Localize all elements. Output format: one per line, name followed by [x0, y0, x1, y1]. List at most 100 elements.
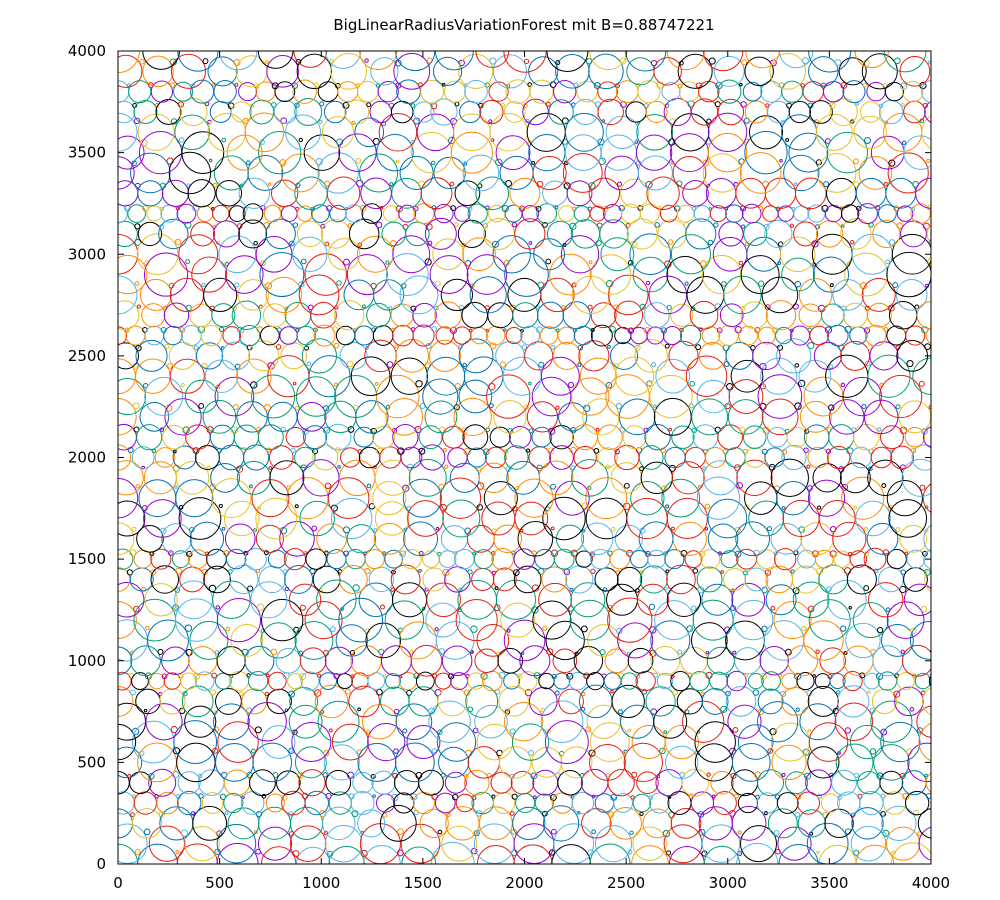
circle-marker [776, 338, 812, 374]
circle-marker [130, 689, 136, 696]
circle-marker [792, 581, 830, 619]
circle-marker [770, 522, 803, 555]
circle-marker [142, 205, 149, 212]
circle-marker [706, 772, 711, 777]
circle-marker [170, 53, 206, 89]
circle-marker [883, 327, 889, 332]
circle-marker [338, 133, 377, 172]
circle-marker [143, 708, 148, 713]
circle-marker [470, 326, 488, 345]
circle-marker [725, 447, 746, 468]
circle-marker [781, 444, 807, 471]
circle-marker [553, 823, 595, 864]
circle-marker [438, 746, 470, 778]
circle-marker [826, 131, 868, 174]
circle-marker [406, 725, 441, 760]
circle-marker [943, 306, 946, 309]
circle-marker [512, 302, 539, 329]
circle-marker [863, 585, 870, 592]
circle-marker [214, 672, 232, 690]
circle-marker [738, 260, 744, 266]
circle-marker [709, 205, 727, 223]
circle-marker [842, 80, 866, 104]
circle-marker [725, 341, 754, 370]
circle-marker [369, 100, 392, 124]
circle-marker [904, 551, 909, 556]
circle-marker [177, 771, 201, 795]
circle-marker [696, 476, 741, 520]
circle-marker [185, 259, 191, 265]
circle-marker [265, 673, 270, 678]
circle-marker [707, 523, 739, 555]
circle-marker [550, 526, 555, 531]
circle-marker [242, 206, 248, 212]
circle-marker [215, 605, 220, 610]
circle-marker [645, 100, 668, 124]
circle-marker [538, 460, 574, 496]
circle-marker [327, 477, 370, 519]
circle-marker [844, 727, 851, 734]
circle-marker [925, 327, 931, 344]
circle-marker [903, 100, 926, 124]
circle-marker [280, 794, 288, 801]
circle-marker [886, 480, 923, 517]
circle-marker [131, 672, 149, 690]
circle-marker [566, 672, 574, 680]
circle-marker [275, 647, 302, 674]
circle-marker [273, 100, 298, 124]
circle-marker [867, 690, 871, 694]
circle-marker [876, 427, 882, 432]
circle-marker [649, 374, 693, 419]
circle-marker [450, 117, 458, 125]
circle-marker [877, 671, 898, 691]
circle-marker [589, 743, 626, 781]
circle-marker [714, 101, 721, 108]
circle-marker [597, 98, 624, 126]
circle-marker [472, 551, 476, 556]
circle-marker [216, 823, 257, 864]
circle-marker [917, 808, 931, 839]
circle-marker [450, 205, 456, 211]
circle-marker [294, 504, 299, 509]
circle-marker [605, 374, 650, 419]
y-tick-label: 2000 [68, 449, 106, 467]
circle-marker [471, 37, 476, 42]
circle-marker [473, 830, 480, 837]
circle-marker [665, 504, 670, 509]
circle-marker [298, 769, 326, 797]
circle-marker [557, 326, 576, 345]
circle-marker [863, 672, 881, 690]
circle-marker [453, 548, 475, 570]
circle-marker [505, 327, 523, 345]
circle-marker [948, 207, 951, 210]
circle-marker [207, 112, 247, 152]
circle-marker [214, 649, 220, 655]
circle-marker [237, 279, 270, 311]
circle-marker [260, 260, 266, 267]
circle-marker [131, 727, 140, 736]
circle-marker [852, 602, 889, 639]
circle-marker [918, 380, 925, 387]
circle-marker [663, 730, 668, 734]
circle-marker [156, 791, 179, 815]
circle-marker [313, 689, 322, 697]
circle-marker [488, 119, 493, 124]
circle-marker [829, 97, 858, 127]
circle-marker [216, 646, 246, 676]
circle-marker [585, 477, 628, 520]
circle-marker [231, 300, 262, 330]
circle-marker [888, 300, 918, 330]
circle-marker [549, 445, 574, 470]
circle-marker [902, 80, 924, 103]
circle-marker [217, 38, 220, 41]
circle-marker [189, 521, 225, 556]
circle-marker [946, 674, 949, 677]
circle-marker [670, 303, 694, 327]
circle-marker [244, 112, 285, 153]
circle-marker [338, 564, 368, 594]
circle-marker [563, 182, 571, 190]
circle-marker [511, 222, 518, 228]
circle-marker [620, 178, 650, 208]
circle-marker [417, 82, 423, 87]
x-tick-label: 2000 [505, 874, 543, 892]
